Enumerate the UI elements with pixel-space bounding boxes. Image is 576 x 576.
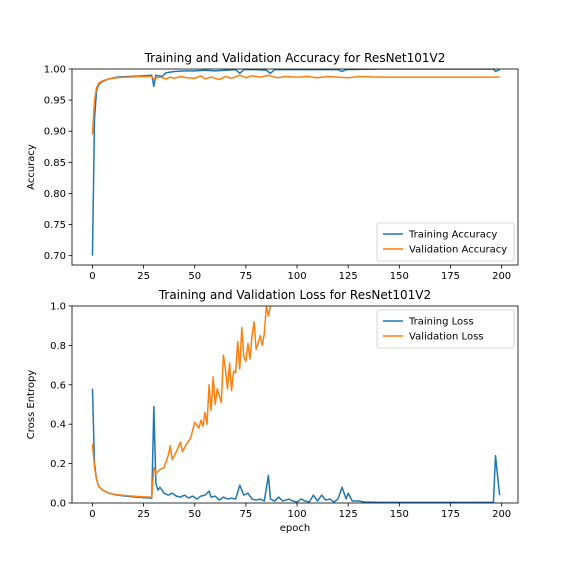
y-tick-label: 0.85	[44, 158, 66, 169]
y-axis-label: Cross Entropy	[26, 370, 37, 440]
axes-frame	[71, 305, 519, 504]
y-tick-label: 0.2	[50, 459, 66, 470]
x-tick-label: 25	[137, 509, 150, 520]
x-tick-label: 150	[390, 509, 409, 520]
y-tick-label: 0.95	[44, 96, 66, 107]
y-tick-label: 0.75	[44, 220, 66, 231]
x-tick-label: 50	[188, 509, 201, 520]
series-line-training-loss	[91, 388, 501, 503]
loss-chart: 0 25 50 75 100 125 150 175 200 0.0 0.2 0.4 0.6 0.8 1.0…	[26, 288, 519, 534]
accuracy-chart: 0 25 50 75 100 125 150 175 200 0.70 0.75 0.80 0.85 0.…	[26, 51, 519, 282]
x-axis-label: epoch	[280, 523, 310, 534]
series-group	[91, 69, 500, 256]
x-tick-label: 25	[137, 271, 150, 282]
y-axis-label: Accuracy	[26, 144, 37, 190]
x-tick-label: 100	[287, 509, 306, 520]
y-tick-label: 0.90	[44, 127, 66, 138]
y-tick-label: 0.80	[44, 189, 66, 200]
x-tick-label: 0	[89, 509, 95, 520]
y-tick-label: 0.8	[50, 341, 66, 352]
x-tick-label: 50	[188, 271, 201, 282]
chart-title: Training and Validation Loss for ResNet1…	[158, 288, 431, 302]
legend-label: Validation Accuracy	[409, 245, 507, 256]
legend-box	[376, 222, 515, 262]
series-group	[91, 306, 501, 503]
x-tick-label: 100	[287, 271, 306, 282]
series-line-validation-loss	[91, 306, 272, 498]
legend-box	[376, 309, 515, 349]
legend: Training Accuracy Validation Accuracy	[376, 222, 515, 262]
y-tick-label: 1.00	[44, 65, 66, 76]
series-line-validation-accuracy	[91, 74, 500, 135]
x-tick-label: 175	[441, 509, 460, 520]
y-tick-label: 0.70	[44, 251, 66, 262]
x-tick-label: 150	[390, 271, 409, 282]
y-tick-label: 0.6	[50, 380, 66, 391]
x-tick-label: 125	[339, 271, 358, 282]
x-tick-label: 125	[339, 509, 358, 520]
y-tick-label: 0.4	[50, 420, 66, 431]
chart-title: Training and Validation Accuracy for Res…	[144, 51, 446, 65]
x-tick-label: 75	[240, 271, 253, 282]
y-tick-label: 0.0	[50, 499, 66, 510]
x-tick-label: 175	[441, 271, 460, 282]
x-tick-label: 200	[492, 509, 511, 520]
x-tick-label: 0	[89, 271, 95, 282]
legend-label: Validation Loss	[409, 332, 484, 343]
legend: Training Loss Validation Loss	[376, 309, 515, 349]
axes-frame	[71, 68, 519, 266]
y-tick-label: 1.0	[50, 302, 66, 313]
x-tick-label: 75	[240, 509, 253, 520]
legend-label: Training Loss	[408, 317, 474, 328]
x-tick-label: 200	[492, 271, 511, 282]
legend-label: Training Accuracy	[408, 230, 497, 241]
